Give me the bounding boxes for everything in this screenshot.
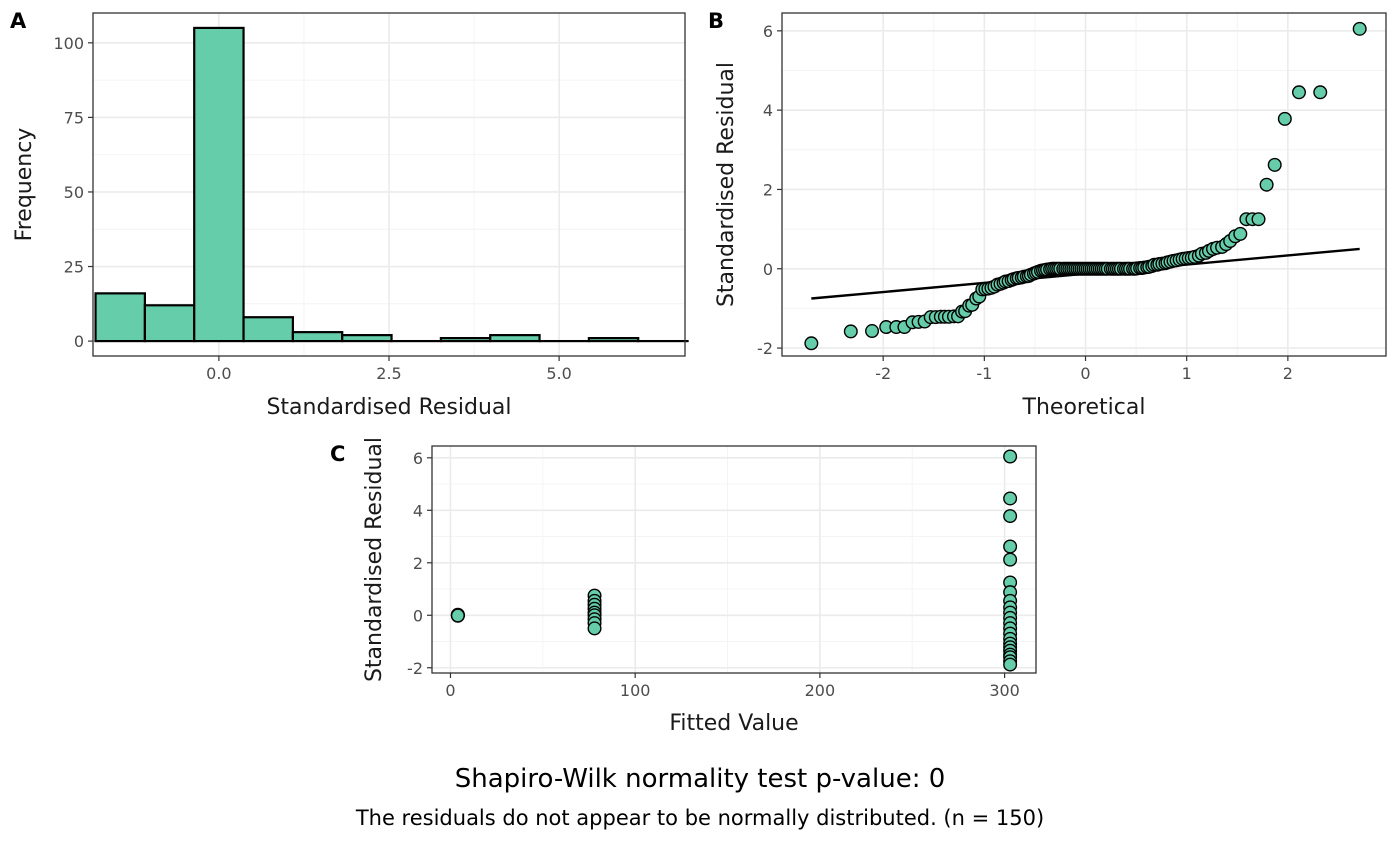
data-point	[1003, 449, 1018, 464]
y-tick-label: 2	[763, 180, 773, 199]
panel-border	[431, 445, 1037, 674]
y-tick-label: 25	[64, 258, 84, 277]
x-axis-title: Fitted Value	[669, 711, 798, 736]
x-tick-label: 100	[620, 681, 651, 700]
data-point	[1277, 111, 1292, 126]
y-tick-label: 0	[763, 260, 773, 279]
histogram-bar	[143, 304, 196, 343]
panel-border	[781, 12, 1387, 357]
panel-tag: A	[10, 9, 27, 33]
y-axis-title: Standardised Residual	[714, 62, 739, 307]
x-tick-label: 0	[445, 681, 455, 700]
x-tick-label: 0.0	[206, 364, 231, 383]
y-tick-label: 75	[64, 108, 84, 127]
data-point	[450, 608, 465, 623]
y-tick-label: 4	[413, 501, 423, 520]
data-point	[1003, 552, 1018, 567]
y-tick-label: 6	[413, 449, 423, 468]
x-tick-label: 1	[1182, 364, 1192, 383]
caption-subtitle: The residuals do not appear to be normal…	[355, 806, 1045, 830]
histogram-bar	[291, 331, 344, 343]
data-point	[1313, 85, 1328, 100]
data-point	[804, 336, 819, 351]
y-tick-label: 2	[413, 554, 423, 573]
y-tick-label: 6	[763, 22, 773, 41]
caption-title: Shapiro-Wilk normality test p-value: 0	[454, 764, 946, 794]
x-tick-label: 2.5	[376, 364, 401, 383]
x-tick-label: -2	[875, 364, 891, 383]
y-axis-title: Standardised Residual	[362, 437, 387, 682]
y-tick-label: 100	[53, 34, 84, 53]
data-point	[843, 324, 858, 339]
data-point	[1259, 177, 1274, 192]
x-axis-title: Theoretical	[1022, 395, 1146, 420]
data-point	[865, 324, 880, 339]
data-point	[1003, 491, 1018, 506]
x-tick-label: 200	[805, 681, 836, 700]
x-tick-label: 0	[1080, 364, 1090, 383]
histogram-bar	[587, 337, 640, 343]
histogram-bar	[489, 334, 541, 343]
x-tick-label: 5.0	[546, 364, 571, 383]
y-tick-label: 0	[74, 332, 84, 351]
y-tick-label: 0	[413, 606, 423, 625]
x-tick-label: 2	[1283, 364, 1293, 383]
panel-tag: C	[330, 442, 345, 466]
y-tick-label: 4	[763, 101, 773, 120]
histogram-bar	[242, 316, 294, 343]
data-point	[1267, 157, 1282, 172]
panel-tag: B	[708, 9, 724, 33]
data-point	[1352, 21, 1367, 36]
y-tick-label: -2	[407, 659, 423, 678]
data-point	[1003, 509, 1018, 524]
y-tick-label: -2	[757, 339, 773, 358]
x-axis-title: Standardised Residual	[266, 395, 511, 420]
histogram-bar	[341, 334, 393, 343]
data-point	[1003, 657, 1018, 672]
x-tick-label: 300	[989, 681, 1020, 700]
data-point	[1233, 226, 1248, 241]
histogram-bar	[193, 26, 245, 343]
y-axis-title: Frequency	[12, 128, 37, 242]
x-tick-label: -1	[976, 364, 992, 383]
data-point	[587, 621, 602, 636]
y-tick-label: 50	[64, 183, 84, 202]
histogram-bar	[439, 337, 492, 343]
data-point	[1003, 539, 1018, 554]
data-point	[1251, 212, 1266, 227]
data-point	[1291, 85, 1306, 100]
histogram-bar	[94, 292, 146, 343]
